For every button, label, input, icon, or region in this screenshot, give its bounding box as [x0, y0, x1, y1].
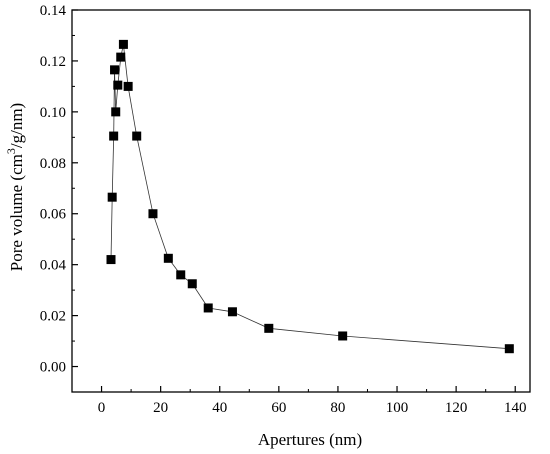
- y-tick-label: 0.10: [40, 105, 66, 121]
- x-tick-label: 20: [153, 400, 168, 416]
- data-point: [111, 107, 120, 116]
- data-point: [119, 40, 128, 49]
- y-tick-label: 0.02: [40, 309, 66, 325]
- y-tick-label: 0.12: [40, 54, 66, 70]
- y-tick-label: 0.14: [40, 3, 67, 19]
- data-point: [204, 303, 213, 312]
- x-tick-label: 80: [330, 400, 345, 416]
- plot-frame: [72, 10, 530, 392]
- y-tick-label: 0.08: [40, 156, 66, 172]
- data-point: [164, 254, 173, 263]
- axes: 0 20 40 60 80 100 120 140 0.00 0.02 0.04 0.06 0.08 0.…: [40, 3, 530, 416]
- data-point: [148, 209, 157, 218]
- x-tick-label: 60: [271, 400, 286, 416]
- x-tick-label: 120: [445, 400, 468, 416]
- data-point: [338, 331, 347, 340]
- data-point: [228, 307, 237, 316]
- data-point: [109, 132, 118, 141]
- data-point: [110, 65, 119, 74]
- data-point: [116, 53, 125, 62]
- data-point: [124, 82, 133, 91]
- x-tick-label: 140: [504, 400, 527, 416]
- data-point: [264, 324, 273, 333]
- x-tick-label: 0: [98, 400, 106, 416]
- y-tick-label: 0.04: [40, 258, 67, 274]
- series-1: [107, 40, 514, 353]
- data-point: [188, 279, 197, 288]
- x-axis-title: Apertures (nm): [258, 430, 362, 449]
- data-point: [505, 344, 514, 353]
- y-axis-title: Pore volume (cm3/g/nm): [4, 103, 26, 271]
- data-point: [176, 270, 185, 279]
- series-line: [111, 44, 509, 348]
- y-axis-title-part-2: /g/nm): [7, 103, 26, 148]
- y-axis-title-part-1: Pore volume (cm: [7, 154, 26, 271]
- y-tick-label: 0.06: [40, 207, 67, 223]
- data-point: [132, 132, 141, 141]
- x-tick-label: 40: [212, 400, 227, 416]
- y-tick-label: 0.00: [40, 360, 66, 376]
- data-point: [113, 81, 122, 90]
- data-point: [108, 193, 117, 202]
- data-point: [107, 255, 116, 264]
- x-tick-label: 100: [386, 400, 409, 416]
